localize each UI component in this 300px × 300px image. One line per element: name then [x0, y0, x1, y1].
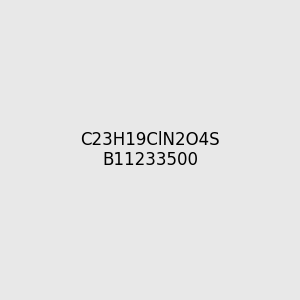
- Text: C23H19ClN2O4S
B11233500: C23H19ClN2O4S B11233500: [80, 130, 220, 170]
